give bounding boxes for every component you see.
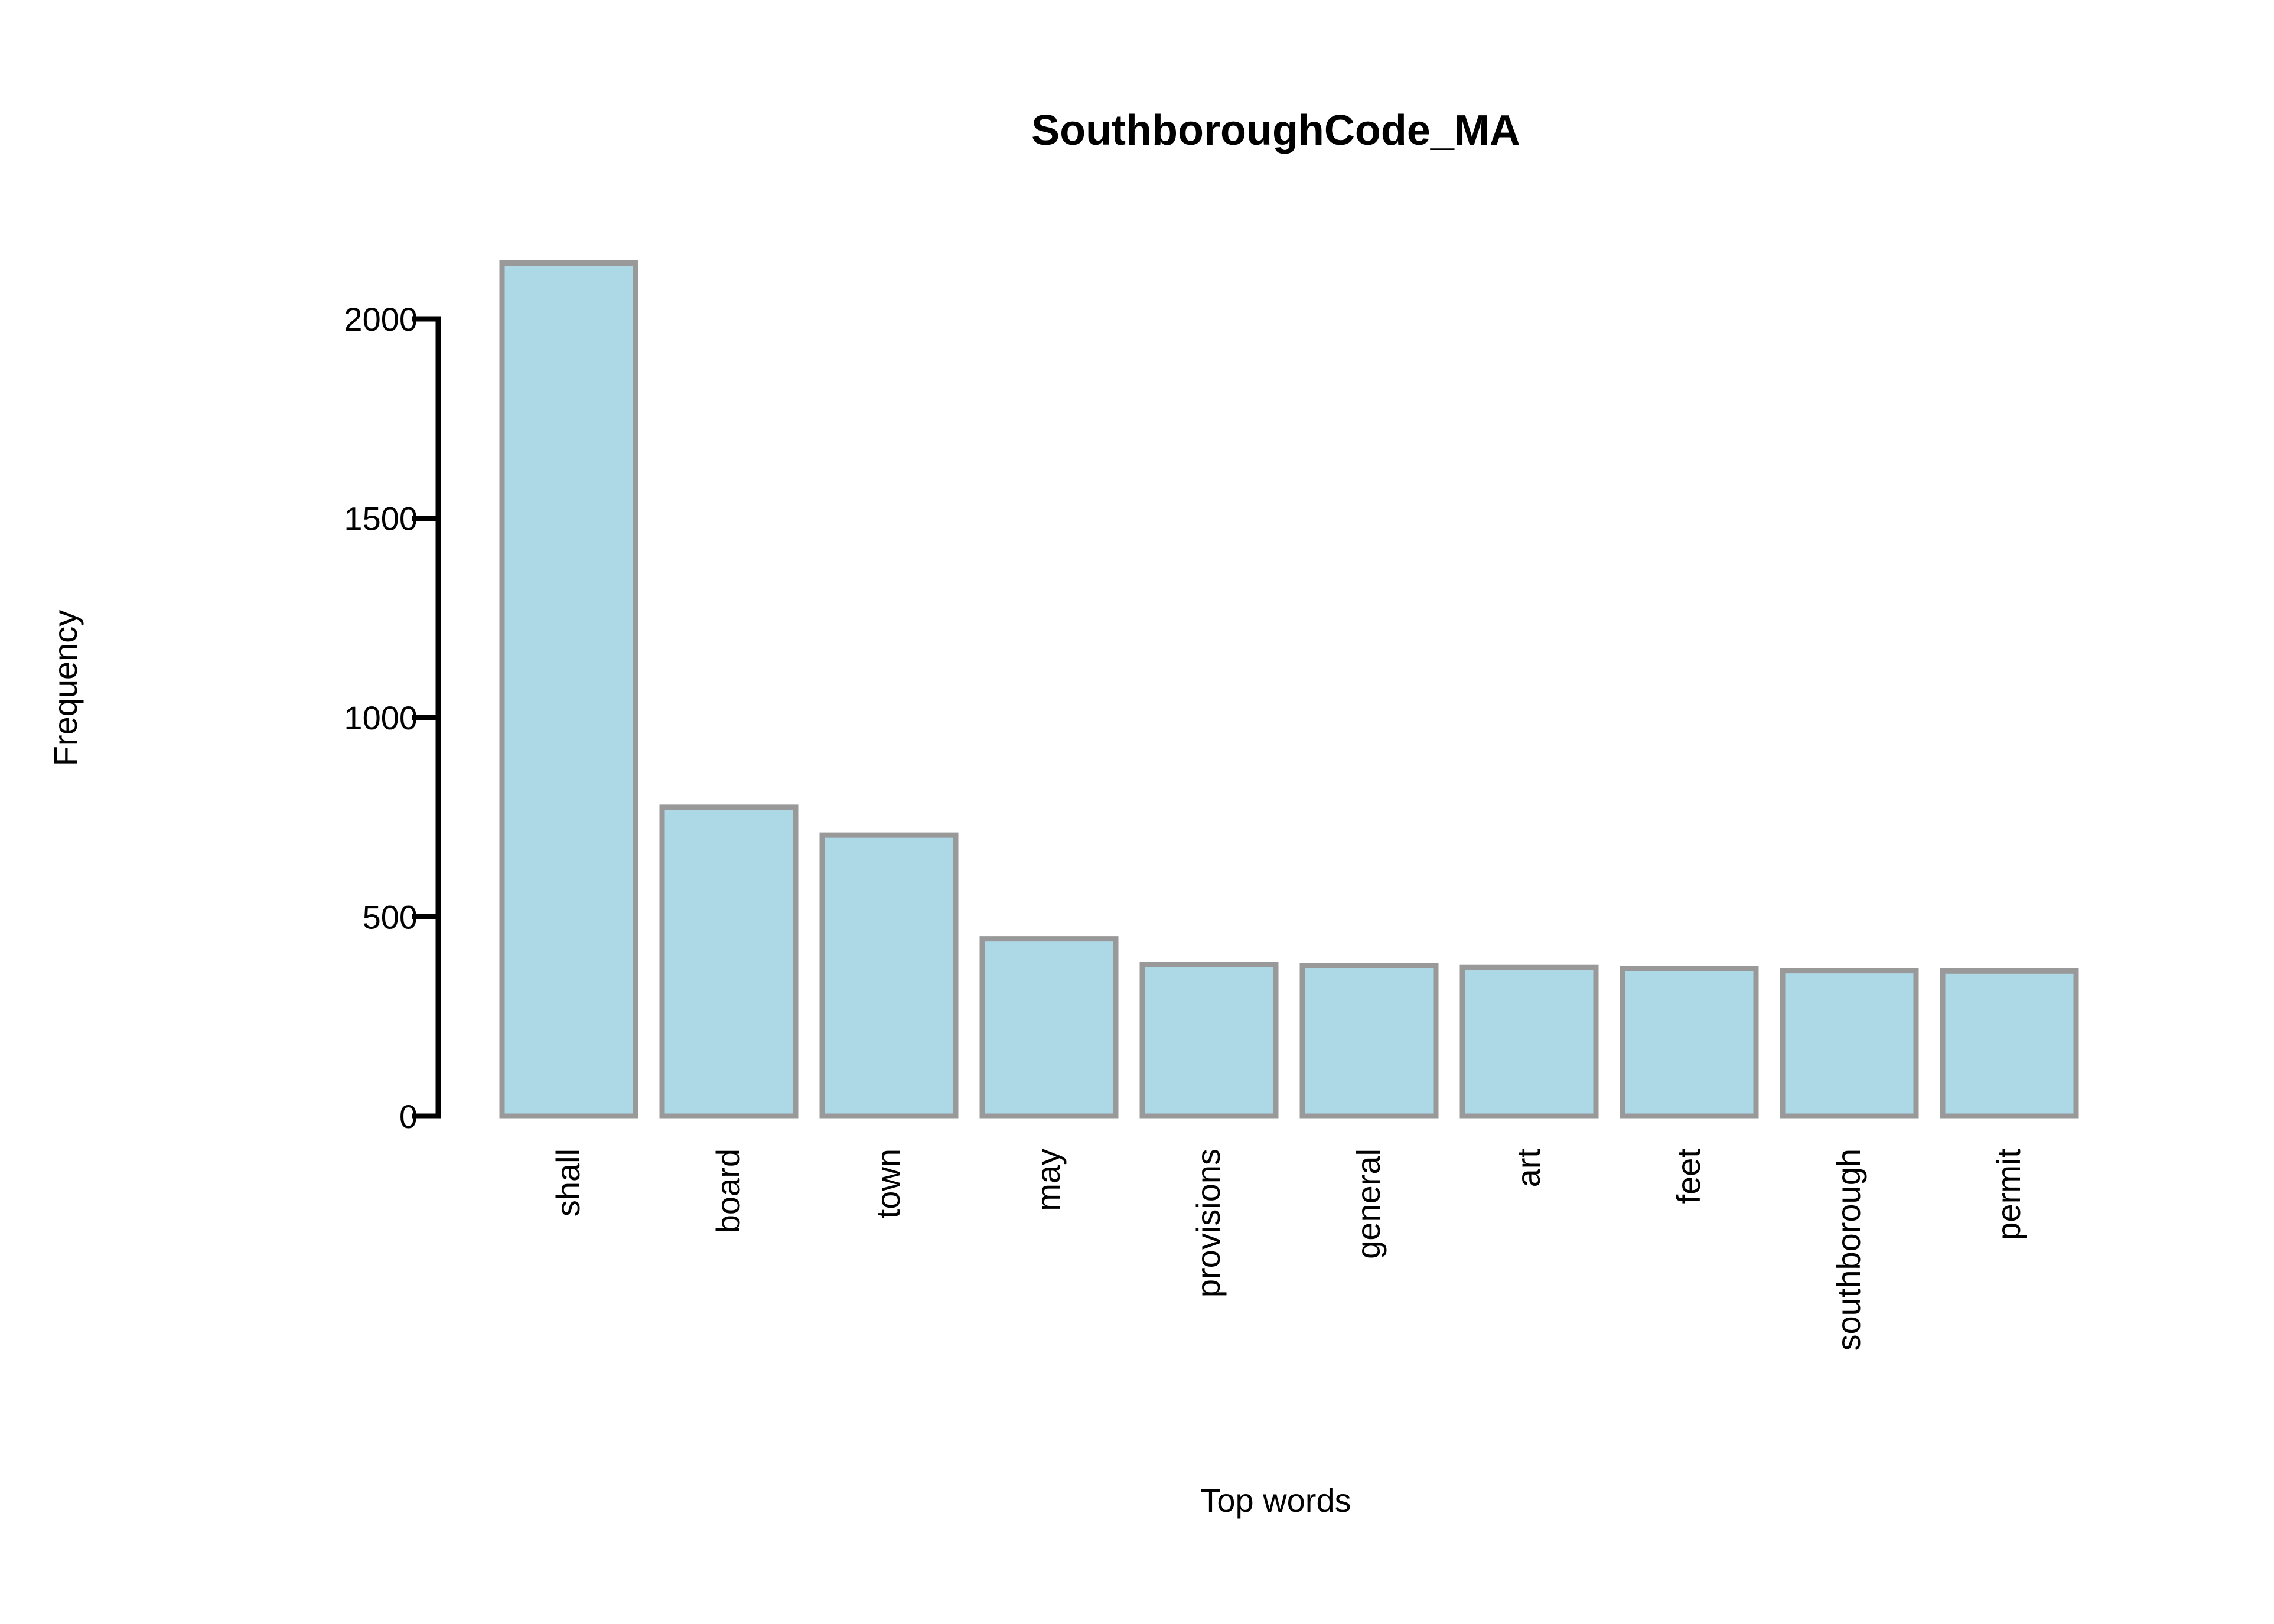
bar-general — [1299, 963, 1439, 1119]
bar-town — [819, 832, 959, 1119]
x-tick-label-feet: feet — [1670, 1149, 1707, 1204]
bars — [499, 260, 2079, 1119]
x-tick-label-board: board — [709, 1149, 747, 1233]
y-axis-label: Frequency — [47, 610, 84, 767]
y-tick-label: 0 — [399, 1098, 418, 1135]
x-tick-label-may: may — [1030, 1149, 1067, 1211]
y-axis: 0 500 1000 1500 2000 — [344, 301, 441, 1135]
y-tick-label: 1500 — [344, 500, 418, 537]
bar-shall — [499, 260, 638, 1119]
x-tick-label-general: general — [1350, 1149, 1387, 1259]
x-tick-label-town: town — [869, 1149, 907, 1218]
x-axis-tick-labels: shall board town may provisions general art fee… — [549, 1149, 2027, 1351]
chart-title: SouthboroughCode_MA — [1031, 107, 1520, 154]
bar-provisions — [1139, 962, 1279, 1119]
bar-board — [659, 804, 799, 1119]
x-axis-label: Top words — [1200, 1482, 1351, 1519]
bar-art — [1459, 964, 1599, 1119]
bar-permit — [1940, 968, 2079, 1119]
y-tick-label: 1000 — [344, 699, 418, 736]
x-tick-label-shall: shall — [549, 1149, 587, 1217]
x-tick-label-southborough: southborough — [1830, 1149, 1867, 1351]
x-tick-label-permit: permit — [1990, 1149, 2027, 1241]
y-tick-label: 2000 — [344, 301, 418, 338]
y-tick-label: 500 — [363, 899, 418, 936]
x-tick-label-art: art — [1510, 1149, 1547, 1188]
bar-southborough — [1780, 968, 1919, 1119]
x-tick-label-provisions: provisions — [1190, 1149, 1227, 1297]
bar-feet — [1620, 966, 1759, 1119]
bar-may — [979, 936, 1119, 1119]
